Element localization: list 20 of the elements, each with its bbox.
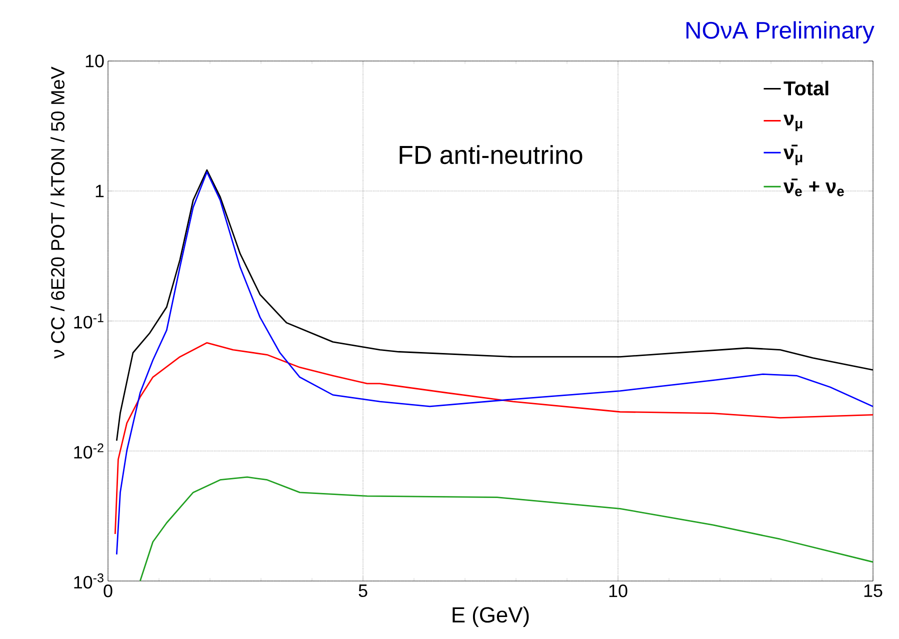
x-axis-title: E (GeV) <box>452 606 529 627</box>
legend-label: Total <box>784 80 828 96</box>
annotation: FD anti-neutrino <box>400 145 582 164</box>
line-series <box>116 171 874 556</box>
line-series <box>114 342 874 535</box>
y-tick-label: 1 <box>96 184 104 198</box>
y-tick-label: 10$^{-3}$ <box>74 573 104 589</box>
legend-label: ν̄$_{μ}$ <box>784 144 802 166</box>
x-tick-label: 0 <box>104 584 112 598</box>
y-axis-title: ν CC / 6E20 POT / kTON / 50 MeV <box>50 66 64 359</box>
x-tick-label: 15 <box>864 584 882 598</box>
chart-title: NOνA Preliminary <box>686 21 874 44</box>
y-tick-label: 10$^{-1}$ <box>74 313 104 329</box>
line-series <box>139 476 874 582</box>
legend-label: ν̄$_{e}$ + ν$_{e}$ <box>784 178 844 196</box>
x-tick-label: 5 <box>358 584 368 598</box>
legend-label: ν$_{μ}$ <box>784 114 802 132</box>
y-tick-label: 10$^{-2}$ <box>74 443 104 459</box>
x-tick-label: 10 <box>609 584 628 598</box>
y-tick-label: 10 <box>86 54 104 68</box>
